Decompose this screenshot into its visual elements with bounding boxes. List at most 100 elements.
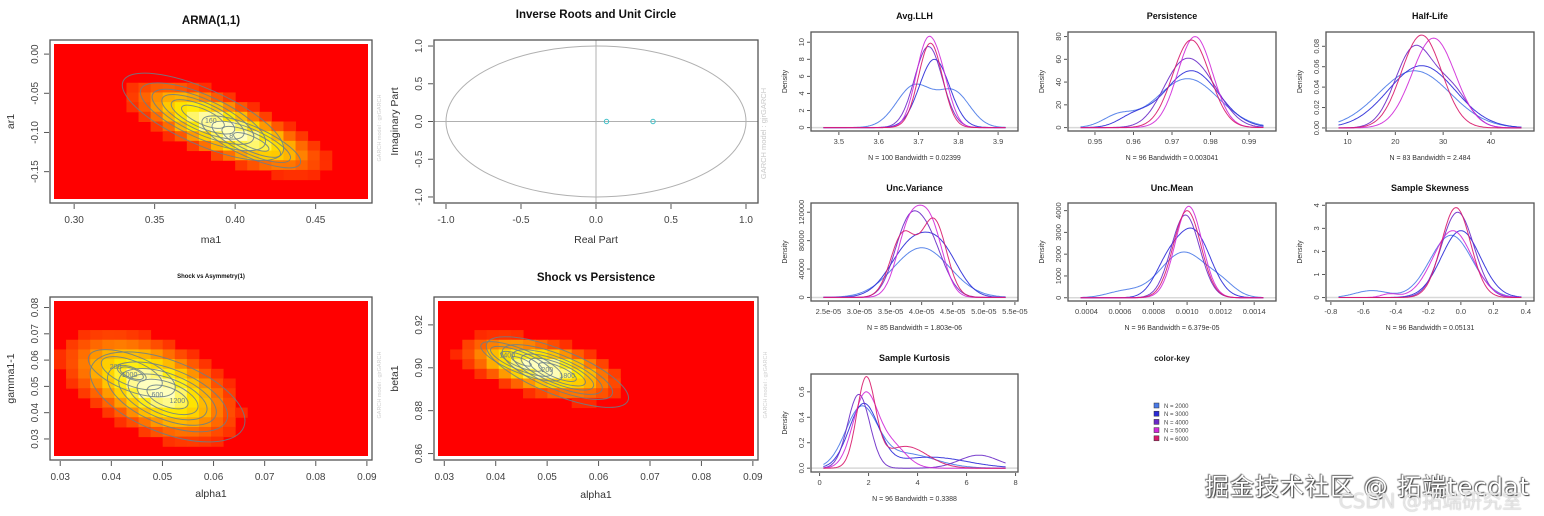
y-tick-label: 1 xyxy=(1312,272,1321,276)
heatmap-cell xyxy=(162,339,176,350)
density-curve xyxy=(1080,227,1264,299)
y-tick-label: 8 xyxy=(797,57,806,61)
heatmap-cell xyxy=(102,388,115,399)
heatmap-cell xyxy=(559,368,573,379)
density-curve xyxy=(823,45,1006,129)
heatmap-cell xyxy=(259,140,272,152)
density-curve xyxy=(1080,210,1264,299)
contour-label: 1200 xyxy=(170,398,186,405)
heatmap-cell xyxy=(559,349,573,360)
heatmap-cell xyxy=(498,330,512,341)
heatmap-cell xyxy=(174,121,188,132)
x-tick-label: 0.30 xyxy=(64,215,84,226)
heatmap-cell xyxy=(150,378,164,389)
heatmap-cell xyxy=(162,92,176,103)
density-curve xyxy=(823,83,1006,129)
contour-line xyxy=(170,99,236,135)
y-tick-label: 0.0 xyxy=(797,463,806,473)
density-curve xyxy=(823,405,1006,469)
y-tick-label: 0.90 xyxy=(414,358,425,378)
density-curve xyxy=(1338,65,1522,128)
heatmap-cell xyxy=(608,378,621,389)
heatmap-cell xyxy=(223,102,236,113)
watermark: 掘金技术社区 @ 拓端tecdat xyxy=(1205,473,1530,501)
heatmap-cell xyxy=(295,140,309,152)
contour-line xyxy=(87,349,176,398)
heatmap-cell xyxy=(174,407,188,418)
heatmap-cell xyxy=(583,349,597,360)
x-tick-label: 0.0006 xyxy=(1109,307,1132,316)
legend-swatch xyxy=(1153,435,1160,442)
y-tick-label: 0.88 xyxy=(414,401,425,421)
inverse-root-point xyxy=(650,118,656,125)
heatmap-cell xyxy=(126,378,140,389)
chart-shock_asym: 1200 200 600 1000 Shock vs Asymmetry(1) 0.03 0… xyxy=(5,274,383,500)
heatmap-cell xyxy=(66,368,79,379)
y-tick-label: 2 xyxy=(797,108,806,112)
heatmap-cell xyxy=(247,121,260,132)
heatmap-cell xyxy=(150,388,164,399)
contour-line xyxy=(528,357,586,387)
heatmap-cell xyxy=(186,359,200,370)
legend-swatch xyxy=(1153,410,1160,417)
chart-title: Half-Life xyxy=(1412,11,1448,21)
heatmap-cell xyxy=(162,359,176,370)
density-curve xyxy=(1080,39,1264,129)
heatmap-cell xyxy=(498,349,512,360)
y-tick-label: 0.06 xyxy=(30,350,41,370)
heatmap-cell xyxy=(78,368,91,379)
heatmap-cell xyxy=(66,359,79,370)
contour-line xyxy=(116,364,147,382)
legend-swatch xyxy=(1153,419,1160,425)
y-tick-label: 0.92 xyxy=(414,315,425,335)
x-tick-label: 4.5e-05 xyxy=(940,307,965,316)
heatmap-cell xyxy=(559,378,573,389)
chart-shock_pers: 1800 1400 200 Shock vs Persistence 0.03 0.04 0… xyxy=(389,272,769,501)
heatmap-cell xyxy=(102,339,115,350)
x-tick-label: 0.40 xyxy=(225,215,245,226)
y-tick-label: 1000 xyxy=(1054,268,1063,285)
heatmap-cell xyxy=(307,169,321,181)
y-axis-label: gamma1-1 xyxy=(5,353,17,403)
density-curve xyxy=(1338,44,1522,129)
y-axis-label: ar1 xyxy=(5,114,17,129)
x-tick-label: 0.99 xyxy=(1242,137,1257,146)
y-tick-label: 40000 xyxy=(797,259,806,280)
heatmap-cell xyxy=(583,359,597,370)
heatmap-cell xyxy=(138,426,152,438)
heatmap-cell xyxy=(583,378,597,389)
heatmap-cell xyxy=(211,417,224,428)
heatmap-cell xyxy=(474,368,488,379)
y-tick-label: 0.06 xyxy=(1312,59,1321,74)
x-tick-label: 30 xyxy=(1439,137,1447,146)
chart-arma: 160 8 ARMA(1,1) 0.30 0.35 0.40 0.45 0.00 -0.05 -0… xyxy=(5,15,383,246)
heatmap-cell xyxy=(198,368,212,379)
legend-color-key: color-key N = 2000 N = 3000 N = 4000 N = 500… xyxy=(1153,354,1190,443)
plot-frame xyxy=(433,39,759,204)
x-tick-label: 0.08 xyxy=(306,472,326,483)
heatmap-cell xyxy=(162,417,176,428)
heatmap-cell xyxy=(211,407,224,418)
heatmap-cell xyxy=(174,349,188,360)
heatmap-cell xyxy=(571,368,585,379)
heatmap-cell xyxy=(223,407,236,418)
plot-frame xyxy=(810,373,1019,473)
heatmap-cell xyxy=(462,359,475,370)
heatmap-cell xyxy=(78,330,91,341)
density-curve xyxy=(1080,70,1264,128)
heatmap-cell xyxy=(174,426,188,438)
density-curve xyxy=(1338,207,1522,298)
chart-title: ARMA(1,1) xyxy=(182,15,240,27)
heatmap-cell xyxy=(150,92,164,103)
x-tick-label: 3.8 xyxy=(953,137,963,146)
heatmap-cell xyxy=(162,426,176,438)
plot-frame xyxy=(1067,202,1277,302)
heatmap-cell xyxy=(126,407,140,418)
heatmap-cell xyxy=(211,388,224,399)
heatmap-cell xyxy=(138,397,152,409)
contour-label: 200 xyxy=(541,367,553,374)
legend-title: color-key xyxy=(1154,354,1190,363)
heatmap-cell xyxy=(198,121,212,132)
heatmap-cell xyxy=(162,102,176,113)
heatmap-cell xyxy=(78,359,91,370)
